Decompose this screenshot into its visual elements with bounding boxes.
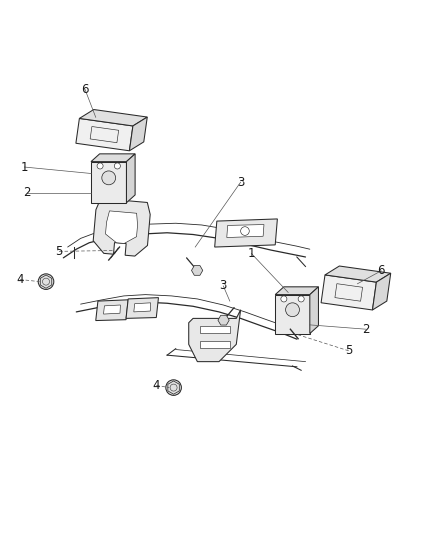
Polygon shape [218,316,229,325]
Polygon shape [200,326,230,333]
Polygon shape [310,287,318,334]
Polygon shape [325,266,391,282]
Polygon shape [200,341,230,348]
Text: 3: 3 [237,176,244,189]
Circle shape [38,274,54,289]
Polygon shape [103,305,120,314]
Text: 4: 4 [16,273,24,286]
Polygon shape [189,310,240,361]
Circle shape [97,163,103,169]
Text: 1: 1 [21,160,28,174]
Text: 4: 4 [152,379,160,392]
Text: 5: 5 [55,245,63,258]
Polygon shape [275,295,310,334]
Polygon shape [127,154,135,203]
Text: 6: 6 [81,83,88,96]
Circle shape [114,163,120,169]
Polygon shape [106,211,138,244]
Text: 5: 5 [345,344,353,357]
Polygon shape [129,117,147,151]
Polygon shape [275,287,318,295]
Circle shape [102,171,116,185]
Circle shape [286,303,300,317]
Polygon shape [227,224,264,238]
Polygon shape [191,265,203,276]
Polygon shape [76,118,133,151]
Polygon shape [93,198,150,256]
Polygon shape [91,154,135,161]
Polygon shape [134,303,151,312]
Text: 6: 6 [378,264,385,277]
Polygon shape [79,109,147,126]
Circle shape [240,227,249,236]
Text: 3: 3 [219,279,227,293]
Text: 2: 2 [23,187,30,199]
Polygon shape [321,275,376,310]
Polygon shape [91,161,127,203]
Polygon shape [126,297,159,318]
Polygon shape [215,219,277,247]
Circle shape [166,380,181,395]
Text: 2: 2 [362,322,370,336]
Text: 1: 1 [247,247,255,260]
Circle shape [281,296,287,302]
Polygon shape [372,273,391,310]
Circle shape [298,296,304,302]
Polygon shape [96,300,128,320]
